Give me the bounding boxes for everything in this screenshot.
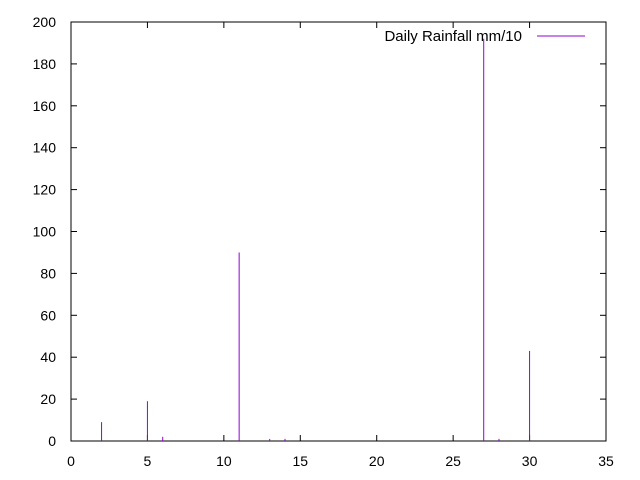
x-axis: 0 5 10 15 20 25 30 35 [67, 22, 614, 469]
x-tick-label: 5 [144, 453, 152, 469]
series-impulses [101, 38, 531, 441]
y-tick-label: 200 [33, 14, 57, 30]
x-tick-label: 10 [216, 453, 232, 469]
y-tick-label: 160 [33, 98, 57, 114]
y-tick-label: 20 [40, 391, 56, 407]
legend-label: Daily Rainfall mm/10 [384, 28, 522, 45]
y-tick-label: 0 [48, 433, 56, 449]
y-tick-label: 100 [33, 224, 57, 240]
x-tick-label: 20 [369, 453, 385, 469]
y-tick-label: 40 [40, 349, 56, 365]
legend: Daily Rainfall mm/10 [384, 28, 585, 45]
plot-frame [70, 21, 607, 442]
x-tick-label: 0 [67, 453, 75, 469]
y-tick-label: 180 [33, 56, 57, 72]
x-tick-label: 15 [292, 453, 308, 469]
plot-border [70, 21, 607, 442]
x-tick-label: 30 [522, 453, 538, 469]
x-tick-label: 35 [598, 453, 614, 469]
y-tick-label: 60 [40, 307, 56, 323]
x-tick-label: 25 [445, 453, 461, 469]
y-tick-label: 120 [33, 182, 57, 198]
y-tick-label: 80 [40, 265, 56, 281]
y-tick-label: 140 [33, 140, 57, 156]
y-axis: 0 20 40 60 80 100 120 140 160 180 200 [33, 14, 606, 449]
